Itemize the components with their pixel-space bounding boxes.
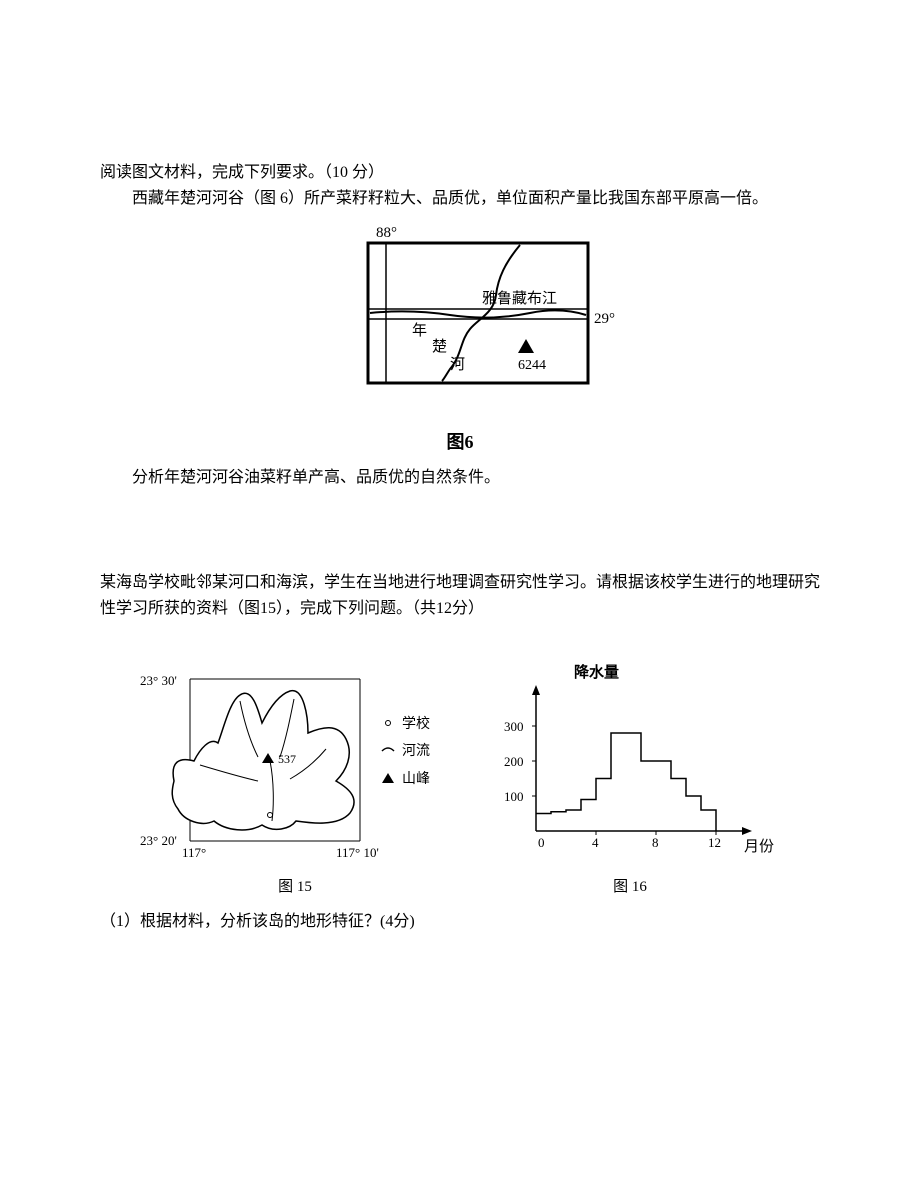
figure-15-caption: 图 15 bbox=[278, 875, 312, 899]
lon-right: 117° 10' bbox=[336, 845, 379, 860]
q1-prompt: 阅读图文材料，完成下列要求。（10 分） bbox=[100, 160, 820, 186]
q2-subq1: （1）根据材料，分析该岛的地形特征？(4分) bbox=[100, 909, 820, 935]
figure-16-caption: 图 16 bbox=[613, 875, 647, 899]
chart-xlabel: 月份 bbox=[744, 838, 774, 855]
chart-ylabel: 降水量 bbox=[574, 663, 619, 681]
lon-left: 117° bbox=[182, 845, 206, 860]
figure-6-wrap: 88° 29° 雅鲁藏布江 年 楚 河 6244 图6 bbox=[100, 223, 820, 456]
legend: 学校 河流 山峰 bbox=[382, 715, 430, 787]
figure-16-chart: 降水量 100 200 300 0 bbox=[480, 661, 780, 871]
ytick-300: 300 bbox=[504, 719, 524, 734]
lat-label: 29° bbox=[594, 311, 615, 327]
xtick-8: 8 bbox=[652, 835, 659, 850]
q1-subq: 分析年楚河河谷油菜籽单产高、品质优的自然条件。 bbox=[100, 465, 820, 491]
figure-15-map: 23° 30' 23° 20' 117° 117° 10' bbox=[140, 661, 450, 871]
ytick-100: 100 bbox=[504, 789, 524, 804]
ytick-200: 200 bbox=[504, 754, 524, 769]
q2-context: 某海岛学校毗邻某河口和海滨，学生在当地进行地理调查研究性学习。请根据该校学生进行… bbox=[100, 570, 820, 621]
lon-label: 88° bbox=[376, 225, 397, 241]
xtick-4: 4 bbox=[592, 835, 599, 850]
figure-6-map: 88° 29° 雅鲁藏布江 年 楚 河 6244 bbox=[300, 223, 620, 413]
question-1: 阅读图文材料，完成下列要求。（10 分） 西藏年楚河河谷（图 6）所产菜籽籽粒大… bbox=[100, 160, 820, 490]
xtick-0: 0 bbox=[538, 835, 545, 850]
lat-top: 23° 30' bbox=[140, 673, 177, 688]
figure-16-col: 降水量 100 200 300 0 bbox=[480, 661, 780, 899]
question-2: 某海岛学校毗邻某河口和海滨，学生在当地进行地理调查研究性学习。请根据该校学生进行… bbox=[100, 570, 820, 935]
xtick-12: 12 bbox=[708, 835, 721, 850]
legend-peak: 山峰 bbox=[402, 771, 430, 787]
peak-elev: 6244 bbox=[518, 358, 546, 373]
trib-1: 年 bbox=[412, 322, 427, 339]
q1-context: 西藏年楚河河谷（图 6）所产菜籽籽粒大、品质优，单位面积产量比我国东部平原高一倍… bbox=[100, 186, 820, 212]
trib-2: 楚 bbox=[432, 338, 447, 355]
trib-3: 河 bbox=[450, 356, 465, 373]
figure-6-caption: 图6 bbox=[100, 428, 820, 457]
island-peak-elev: 537 bbox=[278, 752, 296, 766]
figure-15-col: 23° 30' 23° 20' 117° 117° 10' bbox=[140, 661, 450, 899]
legend-river: 河流 bbox=[402, 743, 430, 759]
figure-15-16-row: 23° 30' 23° 20' 117° 117° 10' bbox=[100, 661, 820, 899]
lat-bot: 23° 20' bbox=[140, 833, 177, 848]
legend-school: 学校 bbox=[402, 715, 430, 732]
